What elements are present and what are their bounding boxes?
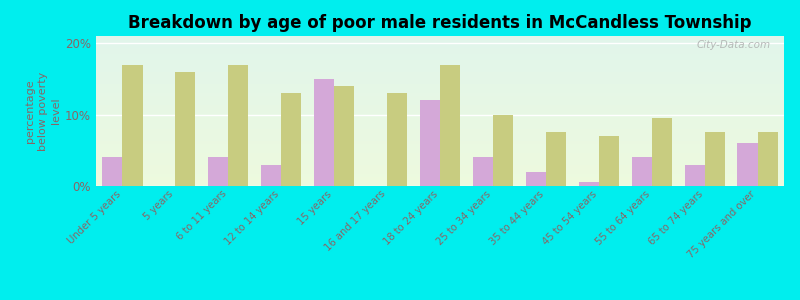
Bar — [96, 129, 784, 132]
Bar — [96, 48, 784, 51]
Bar — [473, 158, 493, 186]
Bar — [96, 69, 784, 72]
Bar — [208, 158, 228, 186]
Text: City-Data.com: City-Data.com — [696, 40, 770, 50]
Bar — [96, 93, 784, 96]
Bar — [96, 111, 784, 114]
Bar — [96, 165, 784, 168]
Bar — [96, 150, 784, 153]
Bar — [96, 120, 784, 123]
Bar — [96, 90, 784, 93]
Bar — [96, 141, 784, 144]
Bar — [96, 138, 784, 141]
Bar — [96, 147, 784, 150]
Bar — [122, 64, 142, 186]
Bar — [96, 36, 784, 39]
Bar — [96, 153, 784, 156]
Bar — [96, 51, 784, 54]
Bar — [261, 165, 282, 186]
Bar — [96, 42, 784, 45]
Bar — [598, 136, 619, 186]
Bar — [96, 72, 784, 75]
Bar — [96, 174, 784, 177]
Bar — [387, 93, 407, 186]
Bar — [738, 143, 758, 186]
Title: Breakdown by age of poor male residents in McCandless Township: Breakdown by age of poor male residents … — [128, 14, 752, 32]
Bar — [96, 63, 784, 66]
Bar — [96, 177, 784, 180]
Bar — [96, 132, 784, 135]
Bar — [96, 114, 784, 117]
Bar — [578, 182, 598, 186]
Bar — [96, 144, 784, 147]
Bar — [96, 84, 784, 87]
Bar — [96, 81, 784, 84]
Bar — [96, 39, 784, 42]
Bar — [96, 45, 784, 48]
Bar — [96, 108, 784, 111]
Bar — [175, 72, 195, 186]
Bar — [685, 165, 705, 186]
Bar — [96, 87, 784, 90]
Bar — [102, 158, 122, 186]
Bar — [546, 132, 566, 186]
Bar — [96, 135, 784, 138]
Bar — [96, 171, 784, 174]
Bar — [652, 118, 672, 186]
Bar — [96, 183, 784, 186]
Bar — [96, 60, 784, 63]
Bar — [314, 79, 334, 186]
Bar — [96, 102, 784, 105]
Bar — [228, 64, 249, 186]
Bar — [705, 132, 725, 186]
Bar — [96, 57, 784, 60]
Bar — [526, 172, 546, 186]
Bar — [96, 105, 784, 108]
Bar — [96, 96, 784, 99]
Bar — [493, 115, 513, 186]
Bar — [420, 100, 440, 186]
Bar — [96, 75, 784, 78]
Bar — [96, 99, 784, 102]
Bar — [334, 86, 354, 186]
Bar — [96, 162, 784, 165]
Bar — [96, 180, 784, 183]
Bar — [96, 168, 784, 171]
Bar — [96, 54, 784, 57]
Bar — [96, 117, 784, 120]
Bar — [96, 159, 784, 162]
Bar — [96, 66, 784, 69]
Bar — [631, 158, 652, 186]
Y-axis label: percentage
below poverty
level: percentage below poverty level — [25, 71, 61, 151]
Bar — [282, 93, 302, 186]
Bar — [96, 123, 784, 126]
Bar — [440, 64, 460, 186]
Bar — [96, 156, 784, 159]
Bar — [96, 126, 784, 129]
Bar — [96, 78, 784, 81]
Bar — [758, 132, 778, 186]
